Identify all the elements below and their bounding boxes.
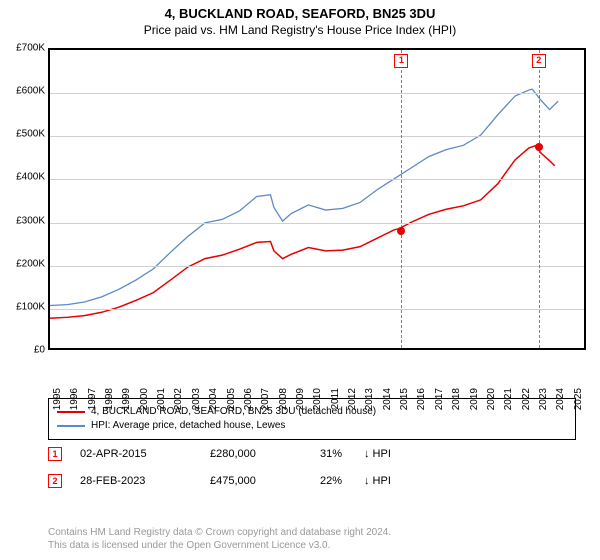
x-tick-label: 2021 (503, 388, 514, 410)
x-tick-label: 2025 (573, 388, 584, 410)
event-date-2: 28-FEB-2023 (80, 475, 210, 487)
event-rel-2: ↓ HPI (364, 475, 391, 487)
x-tick-label: 2005 (226, 388, 237, 410)
x-tick-label: 2007 (260, 388, 271, 410)
y-gridline (50, 93, 584, 94)
y-gridline (50, 266, 584, 267)
y-tick-label: £0 (34, 345, 45, 356)
x-tick-label: 2018 (451, 388, 462, 410)
event-date-1: 02-APR-2015 (80, 448, 210, 460)
y-gridline (50, 309, 584, 310)
y-tick-label: £400K (16, 172, 45, 183)
x-tick-label: 1997 (87, 388, 98, 410)
event-row-2: 2 28-FEB-2023 £475,000 22% ↓ HPI (48, 474, 576, 488)
x-tick-label: 2023 (538, 388, 549, 410)
y-tick-label: £100K (16, 301, 45, 312)
y-tick-label: £200K (16, 258, 45, 269)
x-tick-label: 1996 (69, 388, 80, 410)
x-tick-label: 2002 (173, 388, 184, 410)
event-pct-2: 22% (320, 475, 364, 487)
event-point (397, 227, 405, 235)
chart-plot-area: 12 (48, 48, 586, 350)
y-gridline (50, 136, 584, 137)
event-vline (401, 50, 402, 348)
series-hpi (50, 89, 558, 305)
event-price-1: £280,000 (210, 448, 320, 460)
event-point (535, 143, 543, 151)
x-tick-label: 2024 (555, 388, 566, 410)
x-tick-label: 2010 (312, 388, 323, 410)
x-tick-label: 2011 (330, 388, 341, 410)
event-marker-2: 2 (48, 474, 62, 488)
event-row-1: 1 02-APR-2015 £280,000 31% ↓ HPI (48, 447, 576, 461)
y-tick-label: £300K (16, 215, 45, 226)
legend-swatch-hpi (57, 425, 85, 427)
x-tick-label: 2004 (208, 388, 219, 410)
event-rel-1: ↓ HPI (364, 448, 391, 460)
x-tick-label: 2013 (364, 388, 375, 410)
footer-text: Contains HM Land Registry data © Crown c… (48, 526, 391, 552)
x-tick-label: 2008 (278, 388, 289, 410)
x-tick-label: 2017 (434, 388, 445, 410)
x-tick-label: 1998 (104, 388, 115, 410)
x-tick-label: 2009 (295, 388, 306, 410)
event-marker-1: 1 (48, 447, 62, 461)
x-tick-label: 2020 (486, 388, 497, 410)
event-box-top: 1 (394, 54, 408, 68)
event-pct-1: 31% (320, 448, 364, 460)
legend-label-hpi: HPI: Average price, detached house, Lewe… (91, 419, 285, 433)
x-tick-label: 1999 (121, 388, 132, 410)
y-gridline (50, 179, 584, 180)
x-tick-label: 2000 (139, 388, 150, 410)
x-tick-label: 2015 (399, 388, 410, 410)
chart-svg (50, 50, 584, 348)
x-tick-label: 2016 (416, 388, 427, 410)
series-property (50, 146, 555, 318)
footer-line-2: This data is licensed under the Open Gov… (48, 539, 391, 552)
x-tick-label: 2006 (243, 388, 254, 410)
chart-title: 4, BUCKLAND ROAD, SEAFORD, BN25 3DU (0, 0, 600, 21)
y-tick-label: £500K (16, 129, 45, 140)
y-gridline (50, 223, 584, 224)
x-tick-label: 2003 (191, 388, 202, 410)
x-tick-label: 2022 (521, 388, 532, 410)
y-tick-label: £600K (16, 86, 45, 97)
x-tick-label: 2019 (469, 388, 480, 410)
event-vline (539, 50, 540, 348)
event-price-2: £475,000 (210, 475, 320, 487)
x-tick-label: 2014 (382, 388, 393, 410)
legend-row-hpi: HPI: Average price, detached house, Lewe… (57, 419, 567, 433)
x-tick-label: 2001 (156, 388, 167, 410)
y-tick-label: £700K (16, 43, 45, 54)
x-tick-label: 2012 (347, 388, 358, 410)
footer-line-1: Contains HM Land Registry data © Crown c… (48, 526, 391, 539)
event-box-top: 2 (532, 54, 546, 68)
legend-swatch-property (57, 411, 85, 413)
chart-subtitle: Price paid vs. HM Land Registry's House … (0, 21, 600, 37)
x-tick-label: 1995 (52, 388, 63, 410)
